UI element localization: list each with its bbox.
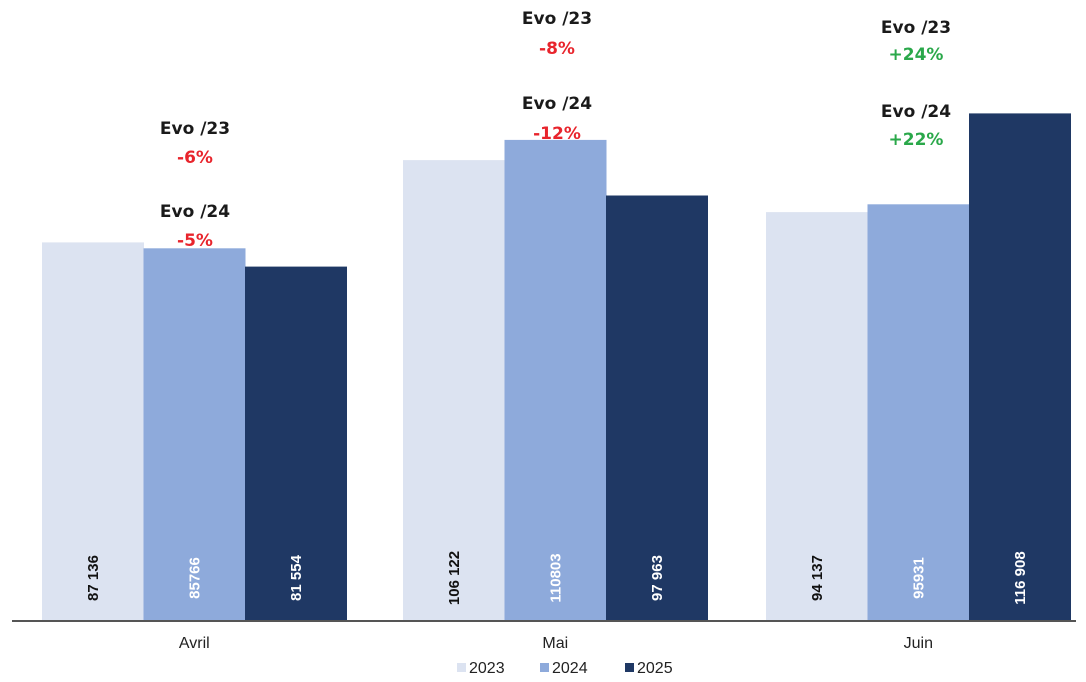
bar-value-label: 106 122 (446, 551, 463, 605)
category-label: Juin (904, 635, 933, 652)
legend-label-2023: 2023 (469, 660, 505, 677)
bar-value-label: 81 554 (288, 554, 305, 601)
bar-mai-2025 (606, 195, 708, 620)
legend-swatch-2024 (540, 663, 549, 672)
evo-vs-2024-value: -5% (177, 231, 213, 251)
bar-value-label: 116 908 (1012, 551, 1029, 604)
bar-mai-2023 (403, 160, 505, 620)
legend-swatch-2025 (625, 663, 634, 672)
annotations-layer: Evo /23 -6% Evo /24 -5% Evo /23 -8% Evo /24 -12… (160, 9, 951, 251)
bars-layer (42, 113, 1071, 621)
bar-juin-2024 (867, 204, 970, 621)
bar-mai-2024 (504, 139, 607, 620)
bar-value-label: 95931 (910, 557, 927, 599)
evo-vs-2024-value: +22% (889, 130, 944, 150)
legend: 2023 2024 2025 (457, 660, 673, 677)
evo-vs-2023-value: -6% (177, 148, 213, 168)
evo-vs-2024-label: Evo /24 (522, 94, 592, 114)
bar-juin-2023 (766, 212, 868, 620)
category-labels-layer: Avril Mai Juin (179, 635, 933, 652)
bar-avril-2024 (143, 248, 246, 621)
bar-juin-2025 (969, 113, 1071, 621)
bar-value-label: 94 137 (809, 555, 826, 601)
bar-value-label: 110803 (547, 553, 564, 602)
evo-vs-2023-label: Evo /23 (522, 9, 592, 29)
bar-value-label: 97 963 (649, 555, 666, 601)
legend-label-2024: 2024 (552, 660, 588, 677)
evo-vs-2023-label: Evo /23 (881, 18, 951, 38)
legend-swatch-2023 (457, 663, 466, 672)
evo-vs-2023-label: Evo /23 (160, 119, 230, 139)
legend-label-2025: 2025 (637, 660, 673, 677)
bar-avril-2023 (42, 242, 144, 620)
category-label: Avril (179, 635, 210, 652)
evo-vs-2023-value: +24% (889, 45, 944, 65)
bar-avril-2025 (245, 266, 347, 620)
bar-labels-layer: 87 136 85766 81 554 106 122 110803 97 963 94 1… (85, 551, 1029, 605)
bar-value-label: 87 136 (85, 555, 102, 601)
evo-vs-2024-label: Evo /24 (881, 102, 951, 122)
evo-vs-2023-value: -8% (539, 39, 575, 59)
bar-value-label: 85766 (186, 557, 203, 599)
category-label: Mai (542, 635, 568, 652)
evo-vs-2024-label: Evo /24 (160, 202, 230, 222)
evo-vs-2024-value: -12% (533, 124, 581, 144)
